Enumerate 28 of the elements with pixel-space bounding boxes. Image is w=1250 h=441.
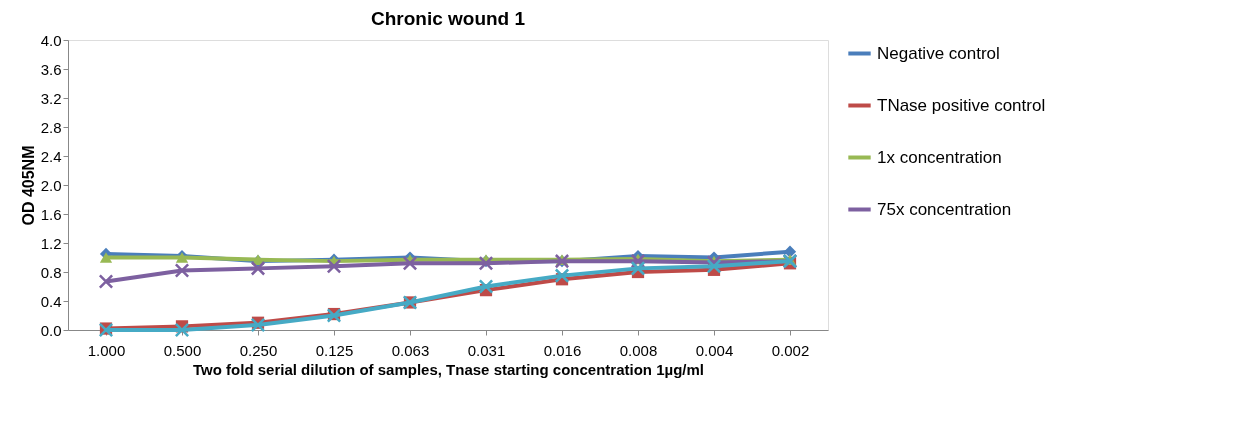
y-axis-title: OD 405NM [19, 145, 37, 226]
y-tick-label: 3.6 [40, 60, 62, 78]
x-tick-label: 0.125 [315, 341, 354, 359]
y-tick-label: 4.0 [40, 31, 62, 49]
y-tick-label: 2.0 [40, 176, 62, 194]
legend-label: 1x concentration [877, 147, 1002, 167]
y-tick-label: 0.8 [40, 263, 62, 281]
x-tick-label: 0.031 [467, 341, 506, 359]
x-tick-label: 0.004 [695, 341, 734, 359]
y-tick-label: 2.4 [40, 147, 62, 165]
x-tick-label: 1.000 [87, 341, 126, 359]
x-axis-title: Two fold serial dilution of samples, Tnase starting concentration 1µg/ml [193, 360, 704, 378]
legend-label: TNase positive control [877, 95, 1046, 115]
x-tick-label: 0.063 [391, 341, 430, 359]
x-tick-label: 0.008 [619, 341, 658, 359]
y-tick-label: 3.2 [40, 89, 62, 107]
x-tick-label: 0.002 [771, 341, 810, 359]
chart-title: Chronic wound 1 [370, 8, 526, 29]
y-tick-label: 1.2 [40, 234, 62, 252]
x-tick-label: 0.500 [163, 341, 202, 359]
y-tick-label: 1.6 [40, 205, 62, 223]
x-tick-label: 0.016 [543, 341, 582, 359]
legend-label: Negative control [877, 43, 1000, 63]
y-tick-label: 0.4 [40, 292, 62, 310]
y-tick-label: 2.8 [40, 118, 62, 136]
y-tick-label: 0.0 [40, 321, 62, 339]
legend-label: 75x concentration [877, 199, 1012, 219]
x-tick-label: 0.250 [239, 341, 278, 359]
